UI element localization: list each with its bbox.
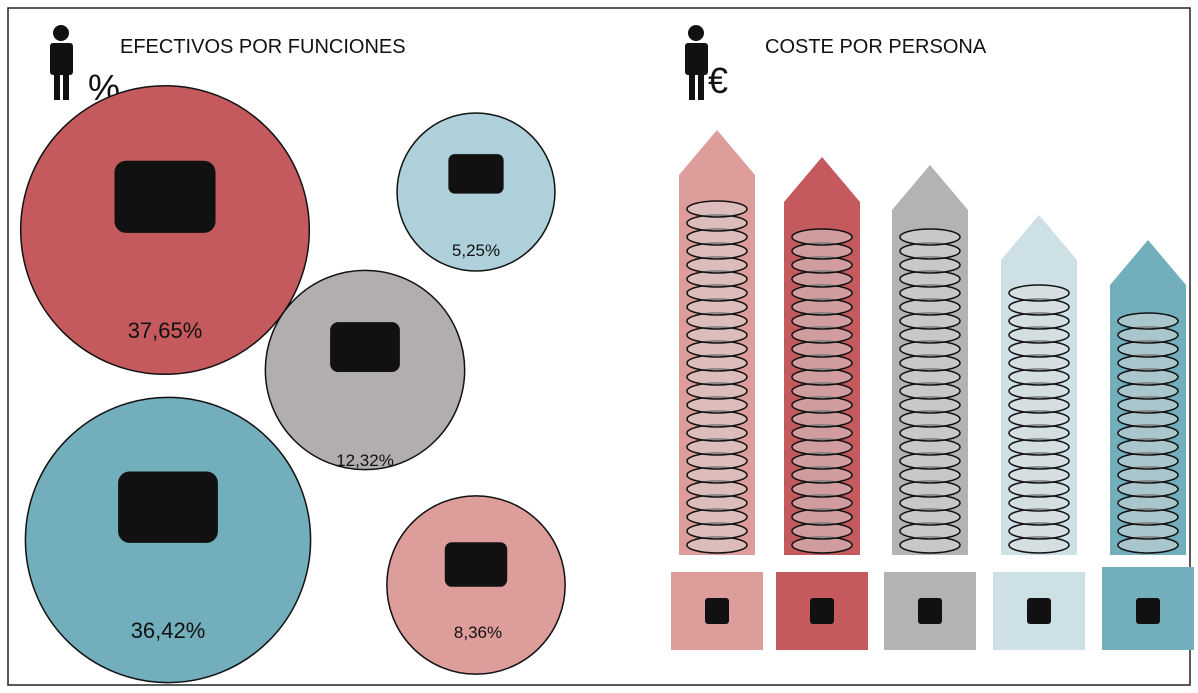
icon-shape <box>448 154 503 193</box>
bubble-icon <box>114 161 215 233</box>
value-label: 8,36% <box>454 623 502 642</box>
coin <box>792 229 852 245</box>
box-icon <box>705 598 729 624</box>
value-label: 37,65% <box>128 318 203 343</box>
box-icon <box>810 598 834 624</box>
coin <box>687 201 747 217</box>
value-label: 36,42% <box>131 618 206 643</box>
coin <box>1118 313 1178 329</box>
icon-shape <box>114 161 215 233</box>
icon-shape <box>445 542 507 587</box>
value-label: 12,32% <box>336 451 394 470</box>
bubble-icon <box>118 472 218 543</box>
coin <box>1009 285 1069 301</box>
infographic: % € EFECTIVOS POR FUNCIONES COSTE POR PE… <box>0 0 1198 693</box>
box-icon <box>1136 598 1160 624</box>
box-icon <box>1027 598 1051 624</box>
svg-text:€: € <box>708 60 728 101</box>
box-icon <box>918 598 942 624</box>
value-label: 5,25% <box>452 241 500 260</box>
bubble-icon <box>330 322 400 372</box>
bubble-icon <box>448 154 503 193</box>
bubble-icon <box>445 542 507 587</box>
chart-title: EFECTIVOS POR FUNCIONES <box>120 36 406 58</box>
icon-shape <box>330 322 400 372</box>
coin <box>900 229 960 245</box>
chart-title: COSTE POR PERSONA <box>765 36 987 58</box>
icon-shape <box>118 472 218 543</box>
